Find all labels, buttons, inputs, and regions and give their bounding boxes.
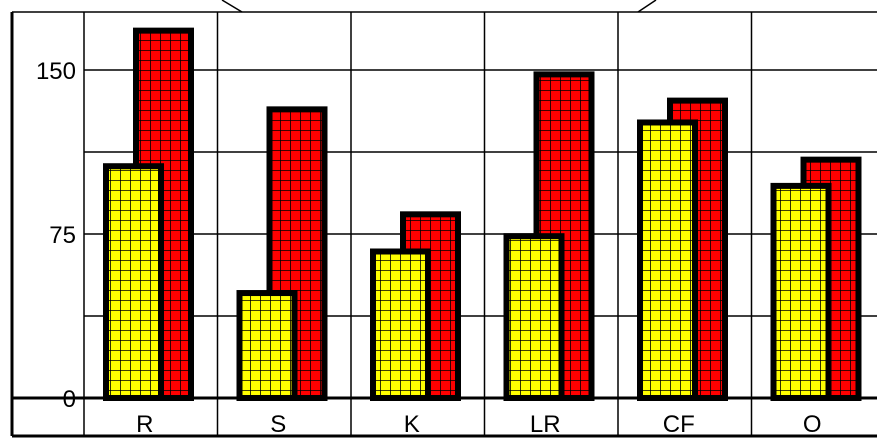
x-tick-label: K [404, 411, 420, 438]
grid-lines [84, 12, 877, 436]
bar-yellow-o [774, 186, 829, 398]
bar-yellow-lr [507, 236, 562, 398]
x-tick-label: R [136, 411, 153, 438]
y-axis-ticks: 075150 [36, 58, 76, 413]
bar-yellow-r [106, 166, 161, 398]
cropped-arc [222, 0, 656, 12]
x-axis-labels: R S K LR CF O [136, 411, 822, 438]
x-tick-label: O [803, 411, 822, 438]
bar-yellow-s [240, 293, 295, 398]
x-tick-label: CF [663, 411, 695, 438]
y-tick-label: 75 [49, 222, 76, 249]
bar-yellow-k [373, 251, 428, 398]
x-tick-label: LR [530, 411, 561, 438]
bars [106, 31, 859, 398]
y-tick-label: 150 [36, 58, 76, 85]
bar-yellow-cf [640, 122, 695, 398]
x-tick-label: S [270, 411, 286, 438]
